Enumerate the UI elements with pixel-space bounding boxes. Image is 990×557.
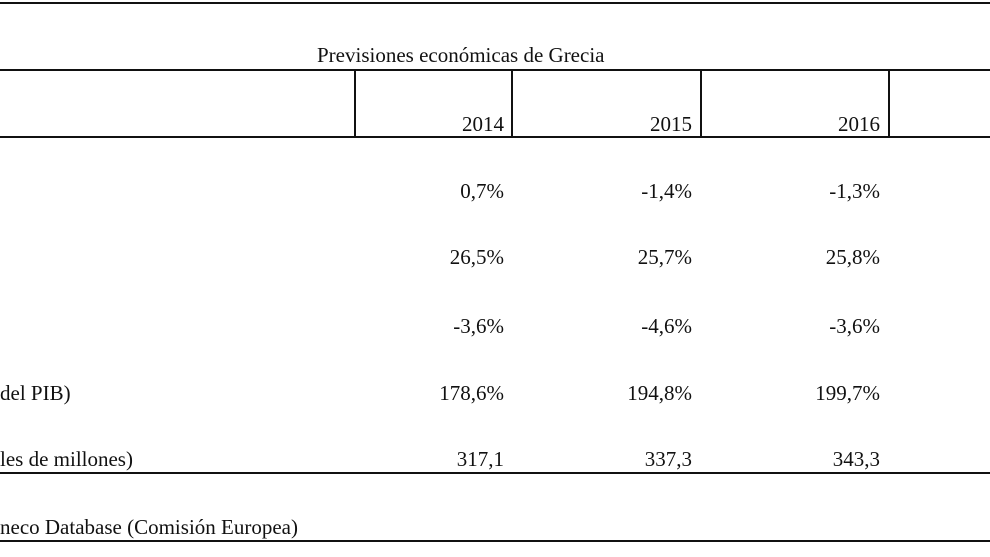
header-separator (0, 136, 990, 138)
header-divider-1 (354, 69, 356, 138)
title-separator (0, 69, 990, 71)
row-label: les de millones) (0, 447, 133, 471)
header-divider-4 (888, 69, 890, 138)
table-cell: 194,8% (627, 381, 692, 405)
table-cell: -1,3% (829, 179, 880, 203)
table-cell: 343,3 (832, 447, 880, 471)
table-title: Previsiones económicas de Grecia (317, 43, 605, 67)
table-cell: 178,6% (439, 381, 504, 405)
year-header-2015: 2015 (650, 112, 692, 136)
table-cell: 337,3 (644, 447, 692, 471)
year-header-2014: 2014 (462, 112, 504, 136)
row-label: del PIB) (0, 381, 71, 405)
table-cell: -3,6% (453, 314, 504, 338)
table-cell: 199,7% (815, 381, 880, 405)
table-cell: 0,7% (460, 179, 504, 203)
table-cell: 26,5% (449, 245, 504, 269)
table-cell: 25,7% (637, 245, 692, 269)
source-note: neco Database (Comisión Europea) (0, 515, 298, 539)
header-divider-2 (511, 69, 513, 138)
top-border (0, 2, 990, 4)
table-cell: -1,4% (641, 179, 692, 203)
table-cell: -3,6% (829, 314, 880, 338)
table-cell: 317,1 (456, 447, 504, 471)
source-bottom-border (0, 540, 990, 542)
year-header-2016: 2016 (838, 112, 880, 136)
table-cell: -4,6% (641, 314, 692, 338)
header-divider-3 (700, 69, 702, 138)
table-cell: 25,8% (825, 245, 880, 269)
table-bottom-border (0, 472, 990, 474)
